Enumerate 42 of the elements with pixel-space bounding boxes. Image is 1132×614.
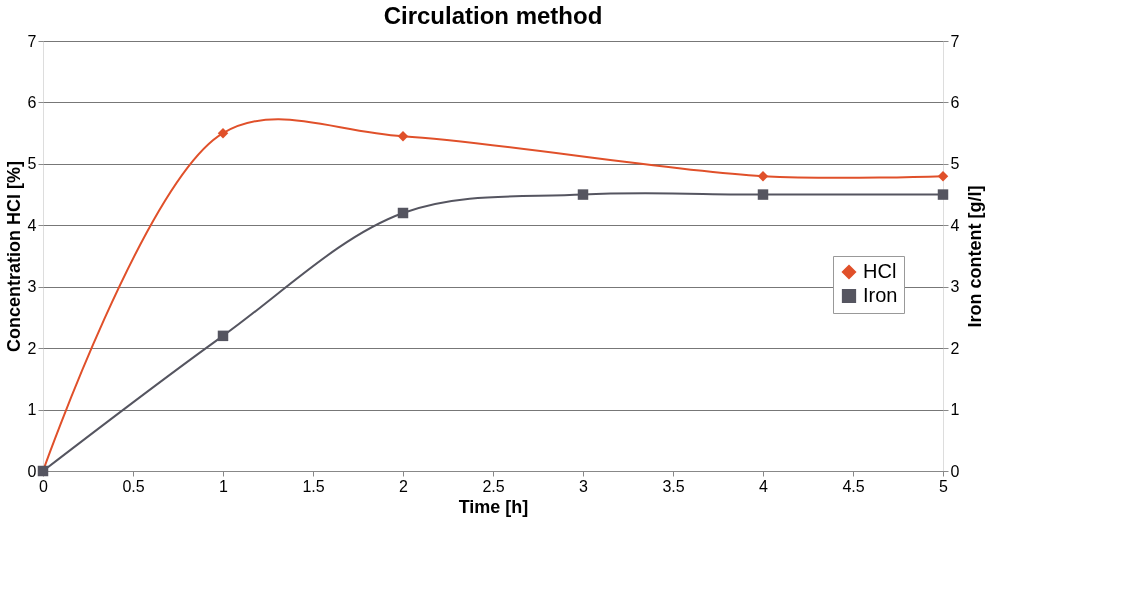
y-tick-label: 6 (27, 93, 37, 111)
x-tick-label: 0 (39, 477, 49, 495)
x-tick-label: 1.5 (302, 477, 325, 495)
point (937, 189, 949, 200)
y2-tick-label: 2 (950, 339, 960, 357)
x-tick-label: 3 (579, 477, 589, 495)
chart-title: Circulation method (383, 2, 603, 29)
point (577, 189, 589, 200)
x-tick-label: 4 (759, 477, 769, 495)
x-tick-label: 1 (219, 477, 229, 495)
y2-axis-title: Iron content [g/l] (965, 185, 986, 328)
point (757, 189, 769, 200)
y-tick-label: 7 (27, 32, 37, 50)
x-tick-label: 3.5 (662, 477, 685, 495)
y-tick-label: 5 (27, 155, 37, 173)
x-axis-title: Time [h] (458, 496, 529, 517)
x-tick-label: 4.5 (842, 477, 865, 495)
x-tick-label: 2.5 (482, 477, 505, 495)
legend-label: HCl (863, 260, 897, 282)
y2-tick-label: 5 (950, 155, 960, 173)
y2-tick-label: 0 (950, 462, 960, 480)
point (397, 207, 409, 219)
y2-tick-label: 4 (950, 216, 960, 234)
y2-tick-label: 3 (950, 278, 960, 296)
y2-tick-label: 1 (950, 401, 960, 419)
legend-label: Iron (863, 284, 898, 306)
y-tick-label: 3 (27, 278, 37, 296)
point (937, 170, 949, 182)
y-tick-label: 0 (27, 462, 37, 480)
y2-tick-label: 6 (950, 93, 960, 111)
y-tick-label: 2 (27, 339, 37, 357)
x-tick-label: 0.5 (122, 477, 145, 495)
x-tick-label: 2 (399, 477, 409, 495)
y-tick-label: 4 (27, 216, 37, 234)
x-tick-label: 5 (939, 477, 949, 495)
point (397, 130, 409, 142)
point (217, 127, 229, 139)
y2-tick-label: 7 (950, 32, 960, 50)
point (217, 330, 229, 342)
y-axis-title: Concentration HCl [%] (3, 161, 24, 352)
point (757, 170, 769, 182)
y-tick-label: 1 (27, 401, 37, 419)
